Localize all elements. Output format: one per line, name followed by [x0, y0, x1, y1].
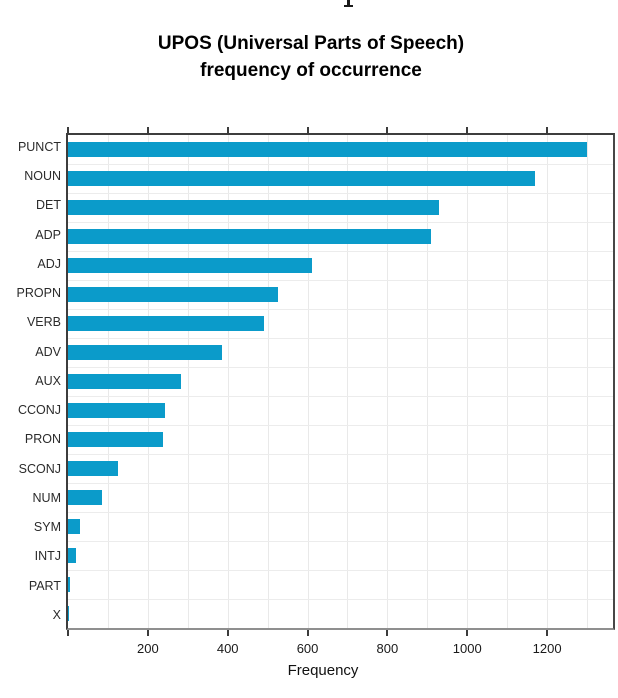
y-label-cconj: CCONJ	[17, 403, 61, 418]
bar-propn	[68, 286, 279, 302]
gridline-x-700	[347, 135, 349, 628]
chart-title: UPOS (Universal Parts of Speech) frequen…	[0, 30, 618, 84]
tick-600	[306, 630, 309, 636]
gridline-y-row-14	[68, 541, 613, 542]
gridline-y-row-7	[68, 338, 613, 339]
y-label-aux: AUX	[35, 373, 61, 388]
y-label-sconj: SCONJ	[18, 461, 61, 476]
gridline-x-1100	[507, 135, 509, 628]
y-label-noun: NOUN	[24, 169, 61, 184]
tick-200	[146, 630, 149, 636]
tick-1000	[466, 630, 469, 636]
x-axis-ticks-bottom	[67, 630, 613, 636]
x-tick-label-1200: 1200	[532, 641, 562, 656]
x-axis-tick-labels: 200 400 600 800 1000 1200	[68, 641, 613, 657]
gridline-x-500	[267, 135, 269, 628]
plot-area	[66, 133, 615, 630]
gridline-y-row-8	[68, 367, 613, 368]
x-axis-ticks-top	[67, 127, 613, 133]
bar-noun	[68, 171, 536, 186]
y-label-propn: PROPN	[16, 286, 61, 301]
bar-punct	[68, 142, 588, 157]
x-tick-label-800: 800	[376, 641, 399, 656]
bar-adv	[68, 345, 222, 360]
gridline-x-600	[307, 135, 309, 628]
gridline-y-row-5	[68, 280, 613, 281]
bar-num	[68, 489, 102, 505]
tick-800	[386, 630, 389, 636]
y-label-det: DET	[36, 198, 61, 213]
gridline-y-row-6	[68, 309, 613, 310]
y-label-intj: INTJ	[34, 549, 61, 564]
x-tick-label-200: 200	[136, 641, 159, 656]
x-tick-label-400: 400	[216, 641, 239, 656]
tick-600	[306, 127, 309, 133]
bar-adj	[68, 258, 313, 273]
tick-200	[146, 127, 149, 133]
gridline-y-row-10	[68, 425, 613, 426]
tick-1200	[546, 127, 549, 133]
gridline-y-row-11	[68, 453, 613, 455]
gridline-y-row-12	[68, 483, 613, 484]
y-label-x: X	[52, 607, 61, 622]
clipped-text-fragment-stem	[347, 0, 350, 6]
tick-800	[386, 127, 389, 133]
chart-title-line2: frequency of occurrence	[200, 60, 422, 81]
chart-title-line1: UPOS (Universal Parts of Speech)	[157, 33, 465, 54]
gridline-y-row-3	[68, 222, 613, 223]
tick-0	[67, 630, 69, 636]
gridline-y-row-13	[68, 512, 613, 513]
bar-verb	[68, 315, 264, 331]
y-label-adj: ADJ	[37, 256, 61, 271]
y-axis-labels: PUNCT NOUN DET ADP ADJ PROPN VERB ADV AUX CCONJ PR…	[0, 133, 61, 630]
gridline-y-row-1	[68, 164, 613, 165]
x-tick-label-600: 600	[296, 641, 319, 656]
gridline-x-400	[227, 135, 229, 628]
gridline-y-row-2	[68, 193, 613, 194]
y-label-adp: ADP	[35, 227, 61, 242]
plot-inner	[68, 135, 613, 628]
x-tick-label-1000: 1000	[452, 641, 482, 656]
bar-part	[68, 576, 71, 592]
y-label-punct: PUNCT	[17, 140, 61, 154]
tick-1200	[546, 630, 549, 636]
clipped-text-fragment-foot	[344, 5, 353, 7]
bar-sym	[68, 519, 80, 534]
y-label-num: NUM	[32, 490, 61, 505]
gridline-x-1300	[587, 135, 589, 628]
y-label-verb: VERB	[26, 315, 61, 330]
bar-cconj	[68, 403, 165, 418]
bar-pron	[68, 431, 163, 447]
y-label-sym: SYM	[33, 520, 61, 535]
bar-det	[68, 200, 439, 215]
gridline-y-row-9	[68, 396, 613, 397]
gridline-y-row-15	[68, 570, 613, 571]
gridline-x-1000	[467, 135, 469, 628]
tick-400	[226, 630, 229, 636]
gridline-x-300	[187, 135, 189, 628]
gridline-y-row-16	[68, 599, 613, 600]
tick-400	[226, 127, 229, 133]
bar-aux	[68, 374, 182, 389]
gridline-x-900	[427, 135, 429, 628]
y-label-part: PART	[28, 578, 61, 593]
tick-0	[67, 127, 69, 133]
gridline-x-1200	[547, 135, 549, 628]
bar-adp	[68, 228, 431, 244]
y-label-adv: ADV	[35, 344, 61, 359]
tick-1000	[466, 127, 469, 133]
gridline-y-row-4	[68, 251, 613, 252]
gridline-x-800	[387, 135, 389, 628]
bar-sconj	[68, 460, 118, 476]
y-label-pron: PRON	[24, 432, 61, 447]
bar-intj	[68, 548, 76, 563]
x-axis-title: Frequency	[287, 662, 359, 679]
